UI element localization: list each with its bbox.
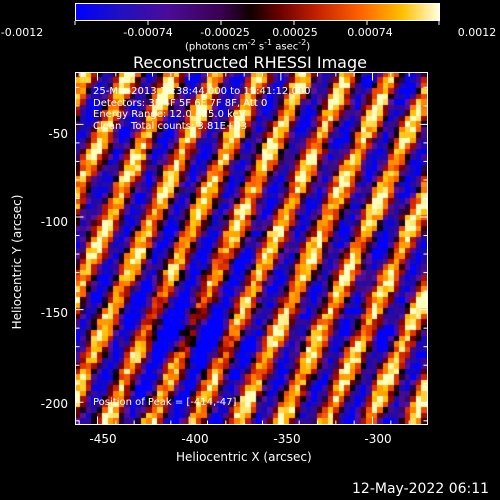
colorbar-tick-label: 0.00074 [347, 26, 393, 39]
colorbar-tick-label: -0.00025 [200, 26, 250, 39]
colorbar-tick-label: -0.0012 [0, 26, 44, 39]
x-tick-label: -400 [181, 432, 209, 446]
peak-position: Position of Peak = [-414,-47] [93, 397, 237, 408]
x-tick-label: -450 [89, 432, 117, 446]
y-tick-label: -100 [40, 215, 68, 229]
y-tick-label: -200 [40, 397, 68, 411]
info-text: 25-Mar-2013 15:38:44.000 to 15:41:12.000… [93, 86, 311, 132]
colorbar-tick-label: -0.00074 [123, 26, 173, 39]
x-tick-label: -300 [364, 432, 392, 446]
colorbar [75, 3, 440, 21]
x-axis-label: Heliocentric X (arcsec) [176, 450, 312, 464]
colorbar-tick-label: 0.0012 [457, 26, 497, 39]
info-energy-range: Energy Range: 12.0 - 25.0 keV [93, 109, 246, 120]
timestamp: 12-May-2022 06:11 [352, 481, 490, 497]
colorbar-tick-label: 0.00025 [272, 26, 318, 39]
x-tick-label: -350 [273, 432, 301, 446]
info-counts: Clean Total counts: 3.81E+03 [93, 120, 248, 132]
info-time-range: 25-Mar-2013 15:38:44.000 to 15:41:12.000 [93, 86, 311, 97]
rhessi-image [75, 72, 427, 424]
colorbar-ticks [74, 21, 440, 25]
plot-title: Reconstructed RHESSI Image [133, 53, 367, 72]
y-axis-label: Heliocentric Y (arcsec) [10, 194, 24, 330]
y-tick-label: -50 [48, 127, 68, 141]
colorbar-units: (photons cm-2 s-1 asec-2) [185, 38, 311, 53]
y-tick-label: -150 [40, 306, 68, 320]
info-detectors: Detectors: 3F 4F 5F 6F 7F 8F, Att 0 [93, 97, 268, 109]
